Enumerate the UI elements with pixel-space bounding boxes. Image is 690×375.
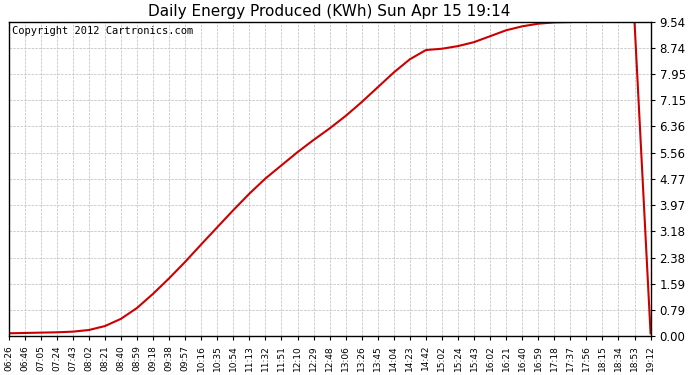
Text: Copyright 2012 Cartronics.com: Copyright 2012 Cartronics.com	[12, 26, 193, 36]
Title: Daily Energy Produced (KWh) Sun Apr 15 19:14: Daily Energy Produced (KWh) Sun Apr 15 1…	[148, 4, 511, 19]
